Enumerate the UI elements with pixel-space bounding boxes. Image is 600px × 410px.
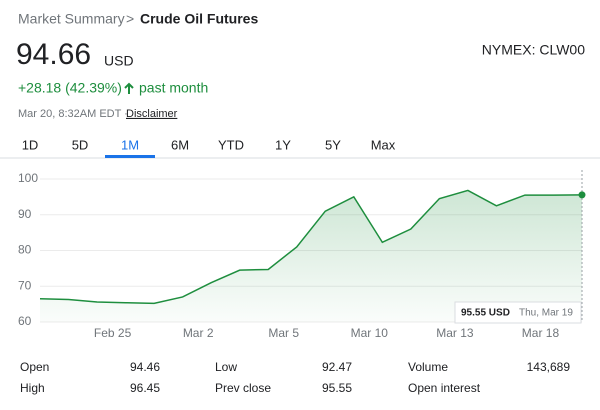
stat-label: Open	[20, 360, 49, 374]
tooltip-date: Thu, Mar 19	[519, 308, 573, 319]
tab-indicator	[105, 155, 155, 158]
stat-value: 94.46	[130, 360, 160, 374]
y-tick-label: 80	[18, 243, 32, 257]
tab[interactable]: 5Y	[325, 137, 341, 152]
y-tick-label: 70	[18, 278, 32, 292]
timestamp: Mar 20, 8:32AM EDT ·	[18, 108, 128, 120]
stat-value: 92.47	[322, 360, 352, 374]
x-tick-label: Mar 2	[183, 326, 214, 340]
area	[40, 190, 582, 322]
exchange: NYMEX: CLW00	[482, 42, 585, 58]
period: past month	[139, 80, 208, 96]
tab[interactable]: 1Y	[275, 137, 291, 152]
title: Crude Oil Futures	[140, 11, 258, 27]
y-tick-label: 60	[18, 314, 32, 328]
tab[interactable]: 5D	[72, 137, 89, 152]
stat-label: High	[20, 381, 45, 395]
hover-dot	[578, 191, 586, 199]
change: +28.18 (42.39%)	[18, 80, 122, 96]
price-line	[39, 189, 583, 305]
tooltip	[454, 301, 582, 324]
stat-value: 96.45	[130, 381, 160, 395]
tab[interactable]: YTD	[218, 137, 244, 152]
x-tick-label: Mar 5	[268, 326, 299, 340]
x-tick-label: Mar 18	[522, 326, 560, 340]
tab[interactable]: Max	[371, 137, 396, 152]
stat-value: 95.55	[322, 381, 352, 395]
x-tick-label: Mar 13	[436, 326, 474, 340]
stat-label: Prev close	[215, 381, 271, 395]
stat-label: Volume	[408, 360, 448, 374]
breadcrumb-separator: >	[126, 11, 134, 27]
up-arrow	[124, 82, 134, 94]
currency: USD	[104, 53, 134, 69]
breadcrumb[interactable]: Market Summary	[18, 11, 125, 27]
disclaimer[interactable]: Disclaimer	[126, 108, 178, 120]
tooltip-value: 95.55 USD	[461, 308, 510, 319]
tab[interactable]: 6M	[171, 137, 189, 152]
y-tick-label: 90	[18, 207, 32, 221]
stat-label: Open interest	[408, 381, 481, 395]
y-tick-label: 100	[18, 171, 38, 185]
price: 94.66	[16, 38, 91, 71]
tab[interactable]: 1D	[22, 137, 39, 152]
stat-value: 143,689	[527, 360, 571, 374]
x-tick-label: Mar 10	[351, 326, 389, 340]
tab[interactable]: 1M	[121, 137, 139, 152]
x-tick-label: Feb 25	[94, 326, 132, 340]
stat-label: Low	[215, 360, 237, 374]
